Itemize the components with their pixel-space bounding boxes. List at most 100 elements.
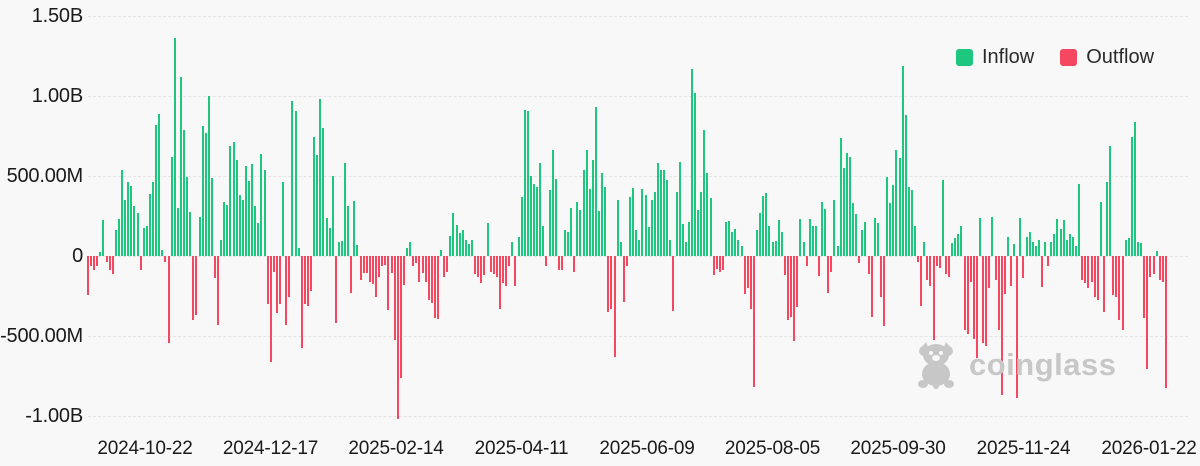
inflow-bar[interactable]	[337, 241, 340, 256]
inflow-bar[interactable]	[542, 225, 545, 256]
inflow-bar[interactable]	[198, 216, 201, 256]
inflow-bar[interactable]	[780, 232, 783, 256]
outflow-bar[interactable]	[217, 256, 220, 325]
inflow-bar[interactable]	[694, 92, 697, 256]
outflow-bar[interactable]	[985, 256, 988, 346]
inflow-bar[interactable]	[517, 236, 520, 256]
outflow-bar[interactable]	[303, 256, 306, 304]
outflow-bar[interactable]	[437, 256, 439, 320]
inflow-bar[interactable]	[155, 124, 158, 256]
inflow-bar[interactable]	[598, 211, 601, 256]
inflow-bar[interactable]	[852, 203, 855, 256]
inflow-bar[interactable]	[1013, 244, 1016, 256]
inflow-bar[interactable]	[697, 209, 700, 256]
inflow-bar[interactable]	[340, 240, 343, 256]
inflow-bar[interactable]	[567, 232, 570, 256]
outflow-bar[interactable]	[1096, 256, 1099, 300]
inflow-bar[interactable]	[449, 236, 452, 256]
inflow-bar[interactable]	[845, 152, 848, 256]
outflow-bar[interactable]	[867, 256, 870, 274]
inflow-bar[interactable]	[133, 206, 136, 256]
inflow-bar[interactable]	[1062, 220, 1065, 256]
inflow-bar[interactable]	[1075, 246, 1078, 256]
inflow-bar[interactable]	[594, 107, 597, 256]
inflow-bar[interactable]	[734, 228, 737, 256]
inflow-bar[interactable]	[1050, 241, 1053, 256]
outflow-bar[interactable]	[1146, 256, 1149, 369]
inflow-bar[interactable]	[1155, 251, 1158, 256]
outflow-bar[interactable]	[830, 256, 833, 272]
inflow-bar[interactable]	[127, 182, 130, 256]
inflow-bar[interactable]	[226, 204, 229, 256]
inflow-bar[interactable]	[839, 138, 842, 256]
outflow-bar[interactable]	[195, 256, 198, 316]
inflow-bar[interactable]	[1130, 136, 1133, 256]
inflow-bar[interactable]	[914, 226, 916, 256]
inflow-bar[interactable]	[1059, 228, 1062, 256]
inflow-bar[interactable]	[263, 169, 266, 256]
inflow-bar[interactable]	[1127, 237, 1130, 256]
outflow-bar[interactable]	[749, 256, 752, 309]
outflow-bar[interactable]	[375, 256, 378, 297]
outflow-bar[interactable]	[975, 256, 978, 359]
inflow-bar[interactable]	[1028, 232, 1031, 256]
inflow-bar[interactable]	[409, 241, 412, 256]
outflow-bar[interactable]	[421, 256, 424, 274]
inflow-bar[interactable]	[325, 218, 328, 256]
inflow-bar[interactable]	[675, 192, 678, 256]
outflow-bar[interactable]	[997, 256, 1000, 330]
inflow-bar[interactable]	[1140, 243, 1143, 256]
inflow-bar[interactable]	[458, 232, 461, 256]
inflow-bar[interactable]	[901, 66, 904, 256]
outflow-bar[interactable]	[1112, 256, 1115, 296]
inflow-bar[interactable]	[170, 156, 173, 256]
outflow-bar[interactable]	[972, 256, 975, 340]
outflow-bar[interactable]	[607, 256, 610, 312]
outflow-bar[interactable]	[721, 256, 724, 271]
inflow-bar[interactable]	[709, 198, 712, 256]
outflow-bar[interactable]	[743, 256, 746, 294]
inflow-bar[interactable]	[737, 240, 740, 256]
inflow-bar[interactable]	[467, 244, 470, 256]
inflow-bar[interactable]	[152, 181, 155, 256]
inflow-bar[interactable]	[207, 96, 210, 256]
inflow-bar[interactable]	[313, 136, 316, 256]
outflow-bar[interactable]	[393, 256, 396, 340]
inflow-bar[interactable]	[991, 216, 994, 256]
inflow-bar[interactable]	[1109, 145, 1112, 256]
inflow-bar[interactable]	[579, 209, 582, 256]
outflow-bar[interactable]	[787, 256, 790, 320]
inflow-bar[interactable]	[1025, 236, 1028, 256]
inflow-bar[interactable]	[951, 243, 954, 256]
outflow-bar[interactable]	[926, 256, 929, 280]
inflow-bar[interactable]	[582, 169, 585, 256]
inflow-bar[interactable]	[656, 163, 659, 256]
inflow-bar[interactable]	[808, 219, 811, 256]
outflow-bar[interactable]	[917, 256, 920, 262]
inflow-bar[interactable]	[759, 212, 762, 256]
inflow-bar[interactable]	[1037, 240, 1040, 256]
outflow-bar[interactable]	[412, 256, 415, 266]
inflow-bar[interactable]	[331, 176, 334, 256]
inflow-bar[interactable]	[511, 241, 514, 256]
outflow-bar[interactable]	[279, 256, 282, 304]
outflow-bar[interactable]	[870, 256, 873, 317]
outflow-bar[interactable]	[1164, 256, 1167, 388]
inflow-bar[interactable]	[619, 241, 622, 256]
inflow-bar[interactable]	[1044, 241, 1047, 256]
outflow-bar[interactable]	[489, 256, 492, 272]
outflow-bar[interactable]	[879, 256, 882, 297]
inflow-bar[interactable]	[588, 188, 591, 256]
inflow-bar[interactable]	[319, 99, 322, 256]
outflow-bar[interactable]	[446, 256, 449, 272]
outflow-bar[interactable]	[712, 256, 715, 276]
inflow-bar[interactable]	[114, 230, 117, 256]
outflow-bar[interactable]	[613, 256, 616, 357]
outflow-bar[interactable]	[350, 256, 353, 293]
inflow-bar[interactable]	[644, 195, 647, 256]
inflow-bar[interactable]	[220, 240, 223, 256]
outflow-bar[interactable]	[944, 256, 947, 274]
outflow-bar[interactable]	[1084, 256, 1087, 284]
outflow-bar[interactable]	[433, 256, 436, 319]
outflow-bar[interactable]	[108, 256, 111, 270]
